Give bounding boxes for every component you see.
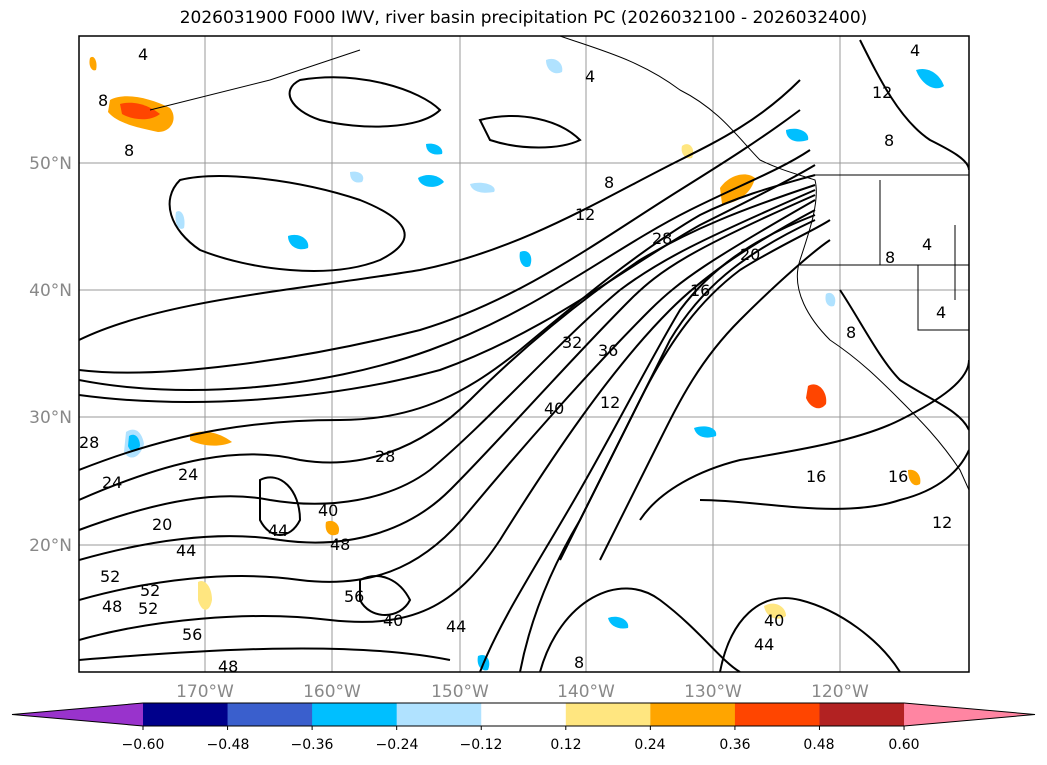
lon-label-140w: 140°W bbox=[557, 682, 615, 702]
coastlines bbox=[149, 36, 969, 491]
contour-label: 8 bbox=[98, 91, 108, 110]
contour-label: 16 bbox=[806, 467, 826, 486]
colorbar-tick: 0.60 bbox=[888, 737, 919, 753]
contour-label: 12 bbox=[872, 83, 892, 102]
contour-label: 28 bbox=[652, 229, 672, 248]
map-title: 2026031900 F000 IWV, river basin precipi… bbox=[179, 8, 868, 28]
contour-label: 8 bbox=[124, 141, 134, 160]
lon-label-120w: 120°W bbox=[811, 682, 869, 702]
contour-label: 8 bbox=[846, 323, 856, 342]
lon-label-150w: 150°W bbox=[431, 682, 489, 702]
contour-label: 44 bbox=[176, 541, 196, 560]
colorbar-segment bbox=[143, 703, 229, 726]
contour-label: 40 bbox=[544, 399, 564, 418]
contour-labels: 4 4 4 8 8 8 8 8 12 12 12 16 16 16 20 20 … bbox=[79, 41, 952, 676]
contour-label: 48 bbox=[330, 535, 350, 554]
lat-label-30: 30°N bbox=[29, 408, 72, 428]
lon-label-160w: 160°W bbox=[303, 682, 361, 702]
colorbar-segment bbox=[312, 703, 398, 726]
contour-label: 8 bbox=[884, 131, 894, 150]
contour-label: 28 bbox=[79, 433, 99, 452]
longitude-labels: 170°W 160°W 150°W 140°W 130°W 120°W bbox=[176, 682, 869, 702]
contour-label: 4 bbox=[936, 303, 946, 322]
lon-label-130w: 130°W bbox=[684, 682, 742, 702]
lat-label-20: 20°N bbox=[29, 536, 72, 556]
colorbar-segment bbox=[565, 703, 651, 726]
colorbar-tick: 0.24 bbox=[634, 737, 665, 753]
contour-label: 24 bbox=[178, 465, 198, 484]
contour-label: 4 bbox=[910, 41, 920, 60]
contour-label: 44 bbox=[446, 617, 466, 636]
contour-label: 52 bbox=[140, 581, 160, 600]
colorbar-tick: −0.12 bbox=[460, 737, 503, 753]
contour-label: 44 bbox=[754, 635, 774, 654]
iwv-contours bbox=[79, 39, 969, 672]
contour-label: 12 bbox=[575, 205, 595, 224]
contour-label: 28 bbox=[375, 447, 395, 466]
contour-label: 8 bbox=[574, 653, 584, 672]
map-frame bbox=[78, 35, 970, 673]
lon-label-170w: 170°W bbox=[176, 682, 234, 702]
colorbar-tick: 0.48 bbox=[803, 737, 834, 753]
contour-label: 48 bbox=[102, 597, 122, 616]
contour-label: 4 bbox=[138, 45, 148, 64]
colorbar-segment bbox=[227, 703, 313, 726]
lat-label-50: 50°N bbox=[29, 154, 72, 174]
colorbar-extend-low bbox=[12, 703, 143, 726]
contour-label: 48 bbox=[218, 657, 238, 676]
map-background bbox=[79, 36, 969, 672]
contour-label: 20 bbox=[740, 245, 760, 264]
colorbar-segment bbox=[396, 703, 482, 726]
contour-label: 56 bbox=[182, 625, 202, 644]
latitude-labels: 50°N 40°N 30°N 20°N bbox=[29, 154, 72, 556]
colorbar bbox=[11, 702, 1036, 730]
colorbar-segment bbox=[734, 703, 820, 726]
contour-label: 16 bbox=[690, 281, 710, 300]
contour-label: 8 bbox=[885, 248, 895, 267]
colorbar-segment bbox=[481, 703, 567, 726]
contour-label: 56 bbox=[344, 587, 364, 606]
colorbar-segment bbox=[650, 703, 736, 726]
colorbar-tick: −0.36 bbox=[291, 737, 334, 753]
contour-label: 24 bbox=[102, 473, 122, 492]
contour-label: 20 bbox=[152, 515, 172, 534]
precipitation-patches bbox=[89, 56, 944, 671]
colorbar-segment bbox=[819, 703, 905, 726]
colorbar-extend-high bbox=[904, 703, 1035, 726]
contour-label: 12 bbox=[600, 393, 620, 412]
colorbar-tick-labels: −0.60 −0.48 −0.36 −0.24 −0.12 0.12 0.24 … bbox=[122, 737, 920, 753]
contour-label: 4 bbox=[585, 67, 595, 86]
colorbar-tick: −0.60 bbox=[122, 737, 165, 753]
lat-label-40: 40°N bbox=[29, 281, 72, 301]
contour-label: 52 bbox=[100, 567, 120, 586]
colorbar-tick: 0.36 bbox=[719, 737, 750, 753]
contour-label: 36 bbox=[598, 341, 618, 360]
colorbar-tick: −0.24 bbox=[376, 737, 419, 753]
colorbar-tick: −0.48 bbox=[207, 737, 250, 753]
contour-label: 16 bbox=[888, 467, 908, 486]
contour-label: 40 bbox=[383, 611, 403, 630]
contour-label: 4 bbox=[922, 235, 932, 254]
contour-label: 52 bbox=[138, 599, 158, 618]
contour-label: 40 bbox=[318, 501, 338, 520]
contour-label: 40 bbox=[764, 611, 784, 630]
contour-label: 12 bbox=[932, 513, 952, 532]
contour-label: 32 bbox=[562, 333, 582, 352]
contour-label: 44 bbox=[268, 521, 288, 540]
contour-label: 8 bbox=[604, 173, 614, 192]
colorbar-tick: 0.12 bbox=[550, 737, 581, 753]
